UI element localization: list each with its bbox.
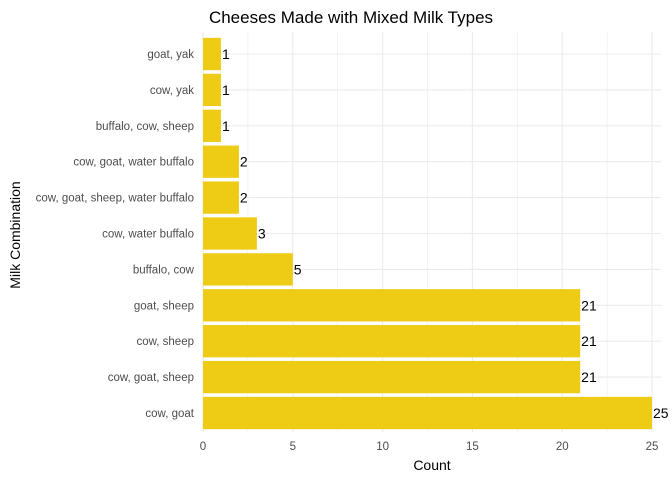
data-label: 1 [222,82,230,98]
y-tick-label: goat, sheep [134,300,194,312]
bar [203,217,257,250]
bar [203,360,581,394]
bar [203,37,221,71]
data-label: 1 [222,46,230,62]
y-tick-label: buffalo, cow, sheep [96,121,194,133]
data-labels: 1 1 1 2 2 3 5 21 21 21 25 [222,46,669,421]
x-tick-label: 0 [200,441,206,453]
x-tick-label: 15 [466,441,479,453]
bar [203,109,221,142]
y-tick-label: cow, water buffalo [102,229,194,241]
bar [203,145,239,178]
y-tick-label: goat, yak [147,49,194,61]
y-axis-tick-labels: goat, yak cow, yak buffalo, cow, sheep cow,… [36,49,195,420]
x-tick-label: 10 [376,441,389,453]
x-tick-label: 20 [556,441,569,453]
x-tick-label: 5 [290,441,296,453]
bar [203,289,581,322]
y-tick-label: cow, sheep [136,336,194,348]
bar [203,396,653,430]
bars [203,37,653,430]
data-label: 2 [240,190,248,206]
data-label: 21 [581,369,597,385]
data-label: 1 [222,118,230,134]
bar [203,73,221,107]
data-label: 21 [581,333,597,349]
bar [203,325,581,358]
data-label: 25 [653,405,669,421]
bar [203,253,293,286]
bar [203,181,239,214]
y-axis-title: Milk Combination [7,181,23,288]
y-tick-label: cow, goat, water buffalo [73,157,194,169]
chart-title: Cheeses Made with Mixed Milk Types [209,8,493,27]
y-tick-label: cow, goat [145,408,194,420]
y-tick-label: cow, yak [150,85,194,97]
y-tick-label: cow, goat, sheep, water buffalo [36,193,194,205]
data-label: 21 [581,297,597,313]
x-axis-tick-labels: 0 5 10 15 20 25 [200,441,659,453]
y-tick-label: buffalo, cow [133,264,195,276]
data-label: 5 [294,261,302,277]
data-label: 3 [258,226,266,242]
x-tick-label: 25 [646,441,659,453]
data-label: 2 [240,154,248,170]
x-axis-title: Count [413,457,450,473]
y-tick-label: cow, goat, sheep [108,372,194,384]
